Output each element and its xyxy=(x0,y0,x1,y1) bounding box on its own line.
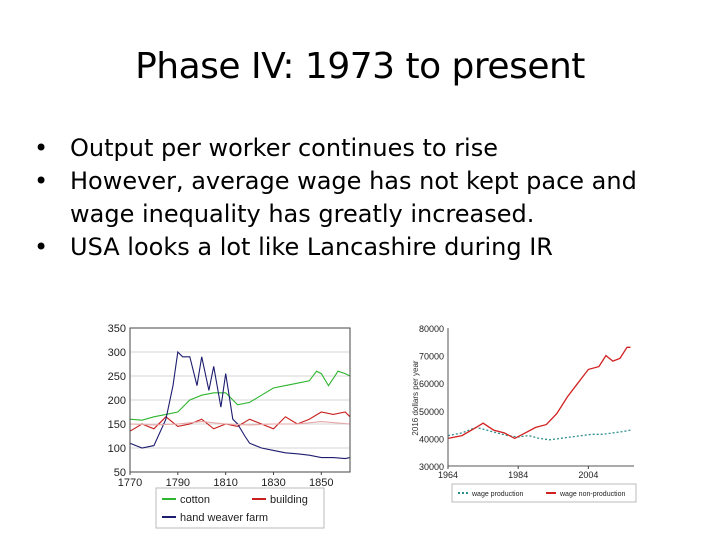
y-tick-label: 100 xyxy=(108,443,126,455)
y-tick-label: 50 xyxy=(114,467,126,479)
x-tick-label: 1830 xyxy=(261,477,285,489)
legend-box xyxy=(451,483,637,503)
y-tick-label: 200 xyxy=(108,395,126,407)
bullet-average-wage: However, average wage has not kept pace … xyxy=(34,165,704,231)
legend: wage production wage non-production xyxy=(458,491,625,498)
y-tick-label: 150 xyxy=(108,419,126,431)
legend-label: hand weaver farm xyxy=(180,512,268,524)
x-tick-labels: 1770 1790 1810 1830 1850 xyxy=(118,472,334,489)
y-tick-label: 40000 xyxy=(419,434,444,444)
y-tick-labels: 30000 40000 50000 60000 70000 80000 xyxy=(419,324,444,472)
series-line-wage-non-production xyxy=(447,346,631,440)
y-tick-labels: 50 100 150 200 250 300 350 xyxy=(108,323,126,479)
x-tick-label: 2004 xyxy=(578,470,598,480)
series-lines xyxy=(129,350,351,460)
y-tick-label: 60000 xyxy=(419,379,444,389)
y-tick-label: 250 xyxy=(108,371,126,383)
x-tick-label: 1790 xyxy=(166,477,190,489)
lancashire-wage-chart: 50 100 150 200 250 300 350 1770 1790 1810 1830 185… xyxy=(108,323,351,529)
series-line-reference xyxy=(129,421,351,426)
x-tick-label: 1850 xyxy=(309,477,333,489)
legend-label: building xyxy=(270,494,308,506)
series-line-wage-production xyxy=(447,426,631,441)
series-lines xyxy=(447,346,631,441)
bullet-list: Output per worker continues to rise Howe… xyxy=(34,132,704,264)
us-wage-chart: 30000 40000 50000 60000 70000 80000 1964 1984 2… xyxy=(411,324,637,503)
plot-frame xyxy=(129,327,351,473)
legend-label: wage non-production xyxy=(559,491,625,498)
y-tick-label: 80000 xyxy=(419,324,444,334)
x-tick-label: 1984 xyxy=(508,470,528,480)
x-tick-label: 1964 xyxy=(438,470,458,480)
y-axis-label: 2016 dollars per year xyxy=(411,360,420,435)
x-tick-label: 1810 xyxy=(213,477,237,489)
bullet-usa-lancashire: USA looks a lot like Lancashire during I… xyxy=(34,231,704,264)
y-tick-label: 30000 xyxy=(419,462,444,472)
series-line-hand-weaver-farm xyxy=(129,350,351,460)
grid-lines xyxy=(130,327,350,473)
y-tick-label: 350 xyxy=(108,323,126,335)
legend-label: cotton xyxy=(180,494,210,506)
legend-box xyxy=(155,487,325,529)
series-line-cotton xyxy=(129,370,351,421)
y-tick-label: 300 xyxy=(108,347,126,359)
y-tick-label: 50000 xyxy=(419,407,444,417)
series-line-building xyxy=(129,411,351,432)
x-tick-labels: 1964 1984 2004 xyxy=(438,466,598,480)
x-tick-label: 1770 xyxy=(118,477,142,489)
slide-title: Phase IV: 1973 to present xyxy=(135,46,585,87)
bullet-output-per-worker: Output per worker continues to rise xyxy=(34,132,704,165)
y-tick-label: 70000 xyxy=(419,352,444,362)
legend-label: wage production xyxy=(471,491,523,498)
